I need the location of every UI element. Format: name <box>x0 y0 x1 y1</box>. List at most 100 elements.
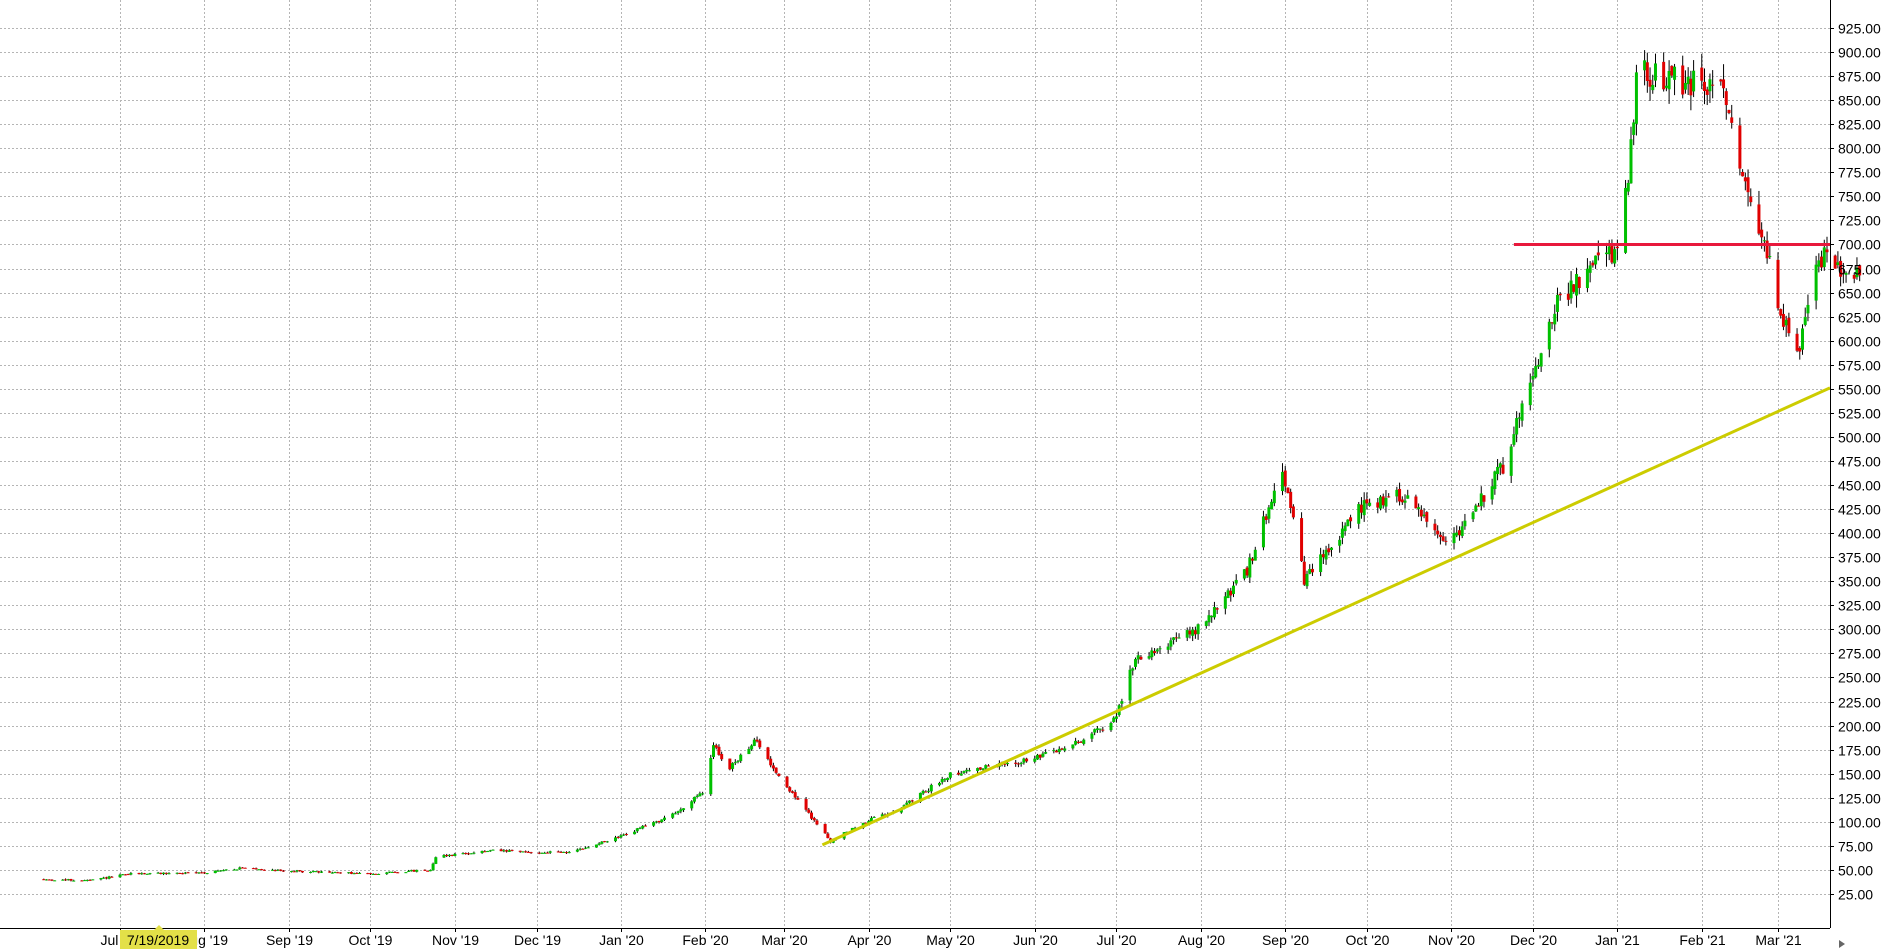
candle <box>1414 494 1418 509</box>
candle-body <box>1033 758 1037 762</box>
candle <box>1528 373 1532 411</box>
candle <box>53 880 57 882</box>
candle-body <box>1234 579 1238 584</box>
trendline-line[interactable] <box>821 386 1831 847</box>
drawn-lines[interactable] <box>821 242 1831 847</box>
scroll-right-icon[interactable] <box>1839 940 1845 948</box>
y-tick-label: 450.00 <box>1838 478 1881 494</box>
candle <box>1016 762 1020 768</box>
candle-body <box>415 869 419 872</box>
candle <box>766 746 770 761</box>
candle-body <box>1223 596 1227 609</box>
candle <box>1806 294 1810 322</box>
candle-body <box>559 851 563 853</box>
candle-body <box>769 758 773 766</box>
candle-body <box>1300 518 1304 562</box>
candle-body <box>319 871 323 873</box>
candle-body <box>314 871 318 873</box>
candle-body <box>1310 568 1314 573</box>
candle-body <box>1768 256 1772 258</box>
candle <box>404 872 408 874</box>
candle-body <box>1131 668 1135 671</box>
candle-body <box>1150 650 1154 658</box>
candle-body <box>728 758 732 770</box>
x-tick-label: Jan '21 <box>1595 932 1640 948</box>
candle <box>72 879 76 882</box>
candle <box>1014 759 1018 767</box>
candle-body <box>1596 252 1600 256</box>
candle <box>619 834 623 839</box>
candle-body <box>164 872 168 874</box>
candle <box>910 799 914 803</box>
candle-body <box>1575 274 1579 296</box>
candle-body <box>1795 333 1799 351</box>
candle <box>1501 457 1505 475</box>
candle <box>774 767 778 775</box>
candle-body <box>393 871 397 873</box>
candle-body <box>1006 763 1010 765</box>
candle <box>377 873 381 875</box>
candle <box>472 851 476 855</box>
candle-body <box>292 871 296 873</box>
crosshair-date-label: 7/19/2019 <box>127 932 189 948</box>
candle <box>1417 503 1421 517</box>
candle <box>1727 109 1731 115</box>
y-tick-label: 400.00 <box>1838 526 1881 542</box>
candle <box>1738 117 1742 176</box>
y-tick-label: 375.00 <box>1838 550 1881 566</box>
candle <box>1539 352 1543 372</box>
candle <box>1395 486 1399 503</box>
candle <box>1400 496 1404 505</box>
candle-body <box>1052 750 1056 752</box>
candle-body <box>758 740 762 748</box>
candle <box>1340 521 1344 545</box>
candle-body <box>1289 491 1293 509</box>
candle-body <box>1387 496 1391 498</box>
y-axis[interactable]: 25.00 50.00 75.00 100.00 125.00 150.00 175.00 2… <box>1830 21 1881 903</box>
candle <box>129 872 133 876</box>
candle-body <box>1349 517 1353 522</box>
candle-body <box>216 870 220 872</box>
x-tick-label: Sep '20 <box>1262 932 1309 948</box>
candle-body <box>1082 739 1086 744</box>
candle <box>85 879 89 882</box>
y-tick-label: 275.00 <box>1838 646 1881 662</box>
candle-body <box>543 852 547 854</box>
candle-body <box>137 872 141 875</box>
candle <box>1795 328 1799 353</box>
candle <box>1229 587 1233 602</box>
candle-body <box>1158 648 1162 650</box>
candle-body <box>1632 122 1636 135</box>
candle-body <box>483 851 487 853</box>
candle-body <box>64 879 68 881</box>
candle-body <box>1232 585 1236 595</box>
candle-body <box>943 779 947 781</box>
candle-body <box>1822 247 1826 268</box>
y-tick-label: 475.00 <box>1838 454 1881 470</box>
candle <box>426 870 430 872</box>
y-tick-label: 575.00 <box>1838 358 1881 374</box>
candle-body <box>1035 754 1039 760</box>
candle <box>1651 74 1655 94</box>
candle-body <box>1477 505 1481 507</box>
candle-body <box>328 871 332 873</box>
candle <box>1588 261 1592 283</box>
candle-body <box>1743 177 1747 182</box>
candle <box>1381 493 1385 509</box>
candle-body <box>1471 512 1475 520</box>
candle <box>1673 63 1677 96</box>
candle <box>959 770 963 776</box>
x-tick-label: Sep '19 <box>266 932 313 948</box>
candle-body <box>83 880 87 882</box>
candle <box>1267 504 1271 524</box>
candle-body <box>1444 540 1448 542</box>
candle-body <box>1327 548 1331 553</box>
candle-body <box>810 812 814 819</box>
candle-body <box>736 760 740 762</box>
candle-body <box>197 872 201 874</box>
candle-body <box>1321 554 1325 558</box>
y-tick-label: 675.00 <box>1838 262 1881 278</box>
candle <box>126 873 130 876</box>
y-tick-label: 425.00 <box>1838 502 1881 518</box>
